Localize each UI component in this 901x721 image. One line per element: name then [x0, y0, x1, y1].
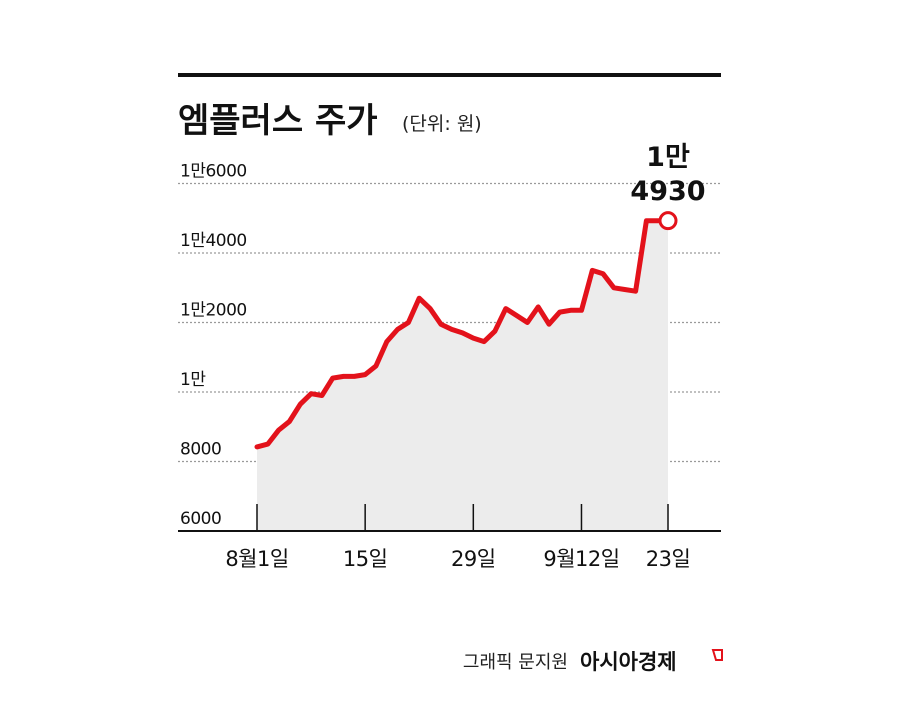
- y-tick-label: 1만4000: [180, 231, 247, 251]
- x-tick-label: 9월12일: [543, 547, 619, 571]
- area-fill: [257, 220, 668, 530]
- brand-logo: 아시아경제: [580, 650, 677, 674]
- chart-title: 엠플러스 주가: [178, 101, 378, 141]
- peak-marker: [658, 211, 678, 231]
- y-axis-ticks: 6000 8000 1만 1만2000 1만4000 1만6000: [180, 162, 247, 530]
- peak-annotation: 1만 4930: [630, 142, 706, 231]
- brand-mark-icon: [711, 649, 723, 661]
- x-tick-label: 8월1일: [225, 547, 288, 571]
- x-axis-line: [178, 530, 721, 532]
- price-line: [254, 218, 671, 450]
- area-path: [257, 220, 668, 530]
- peak-label-line2: 4930: [630, 176, 705, 207]
- x-tick-label: 29일: [451, 547, 496, 571]
- y-tick-label: 8000: [180, 440, 221, 460]
- unit-label: (단위: 원): [402, 113, 482, 135]
- x-tick-label: 23일: [646, 547, 691, 571]
- x-tick-label: 15일: [343, 547, 388, 571]
- top-rule: [178, 73, 721, 77]
- graphic-credit: 그래픽 문지원: [463, 652, 568, 673]
- peak-label-line1: 1만: [646, 142, 690, 173]
- y-tick-label: 1만6000: [180, 162, 247, 182]
- y-tick-label: 1만: [180, 370, 206, 390]
- y-tick-label: 6000: [180, 509, 221, 529]
- x-axis-ticks: 8월1일 15일 29일 9월12일 23일: [225, 504, 691, 571]
- price-series-line: [254, 218, 671, 450]
- y-tick-label: 1만2000: [180, 301, 247, 321]
